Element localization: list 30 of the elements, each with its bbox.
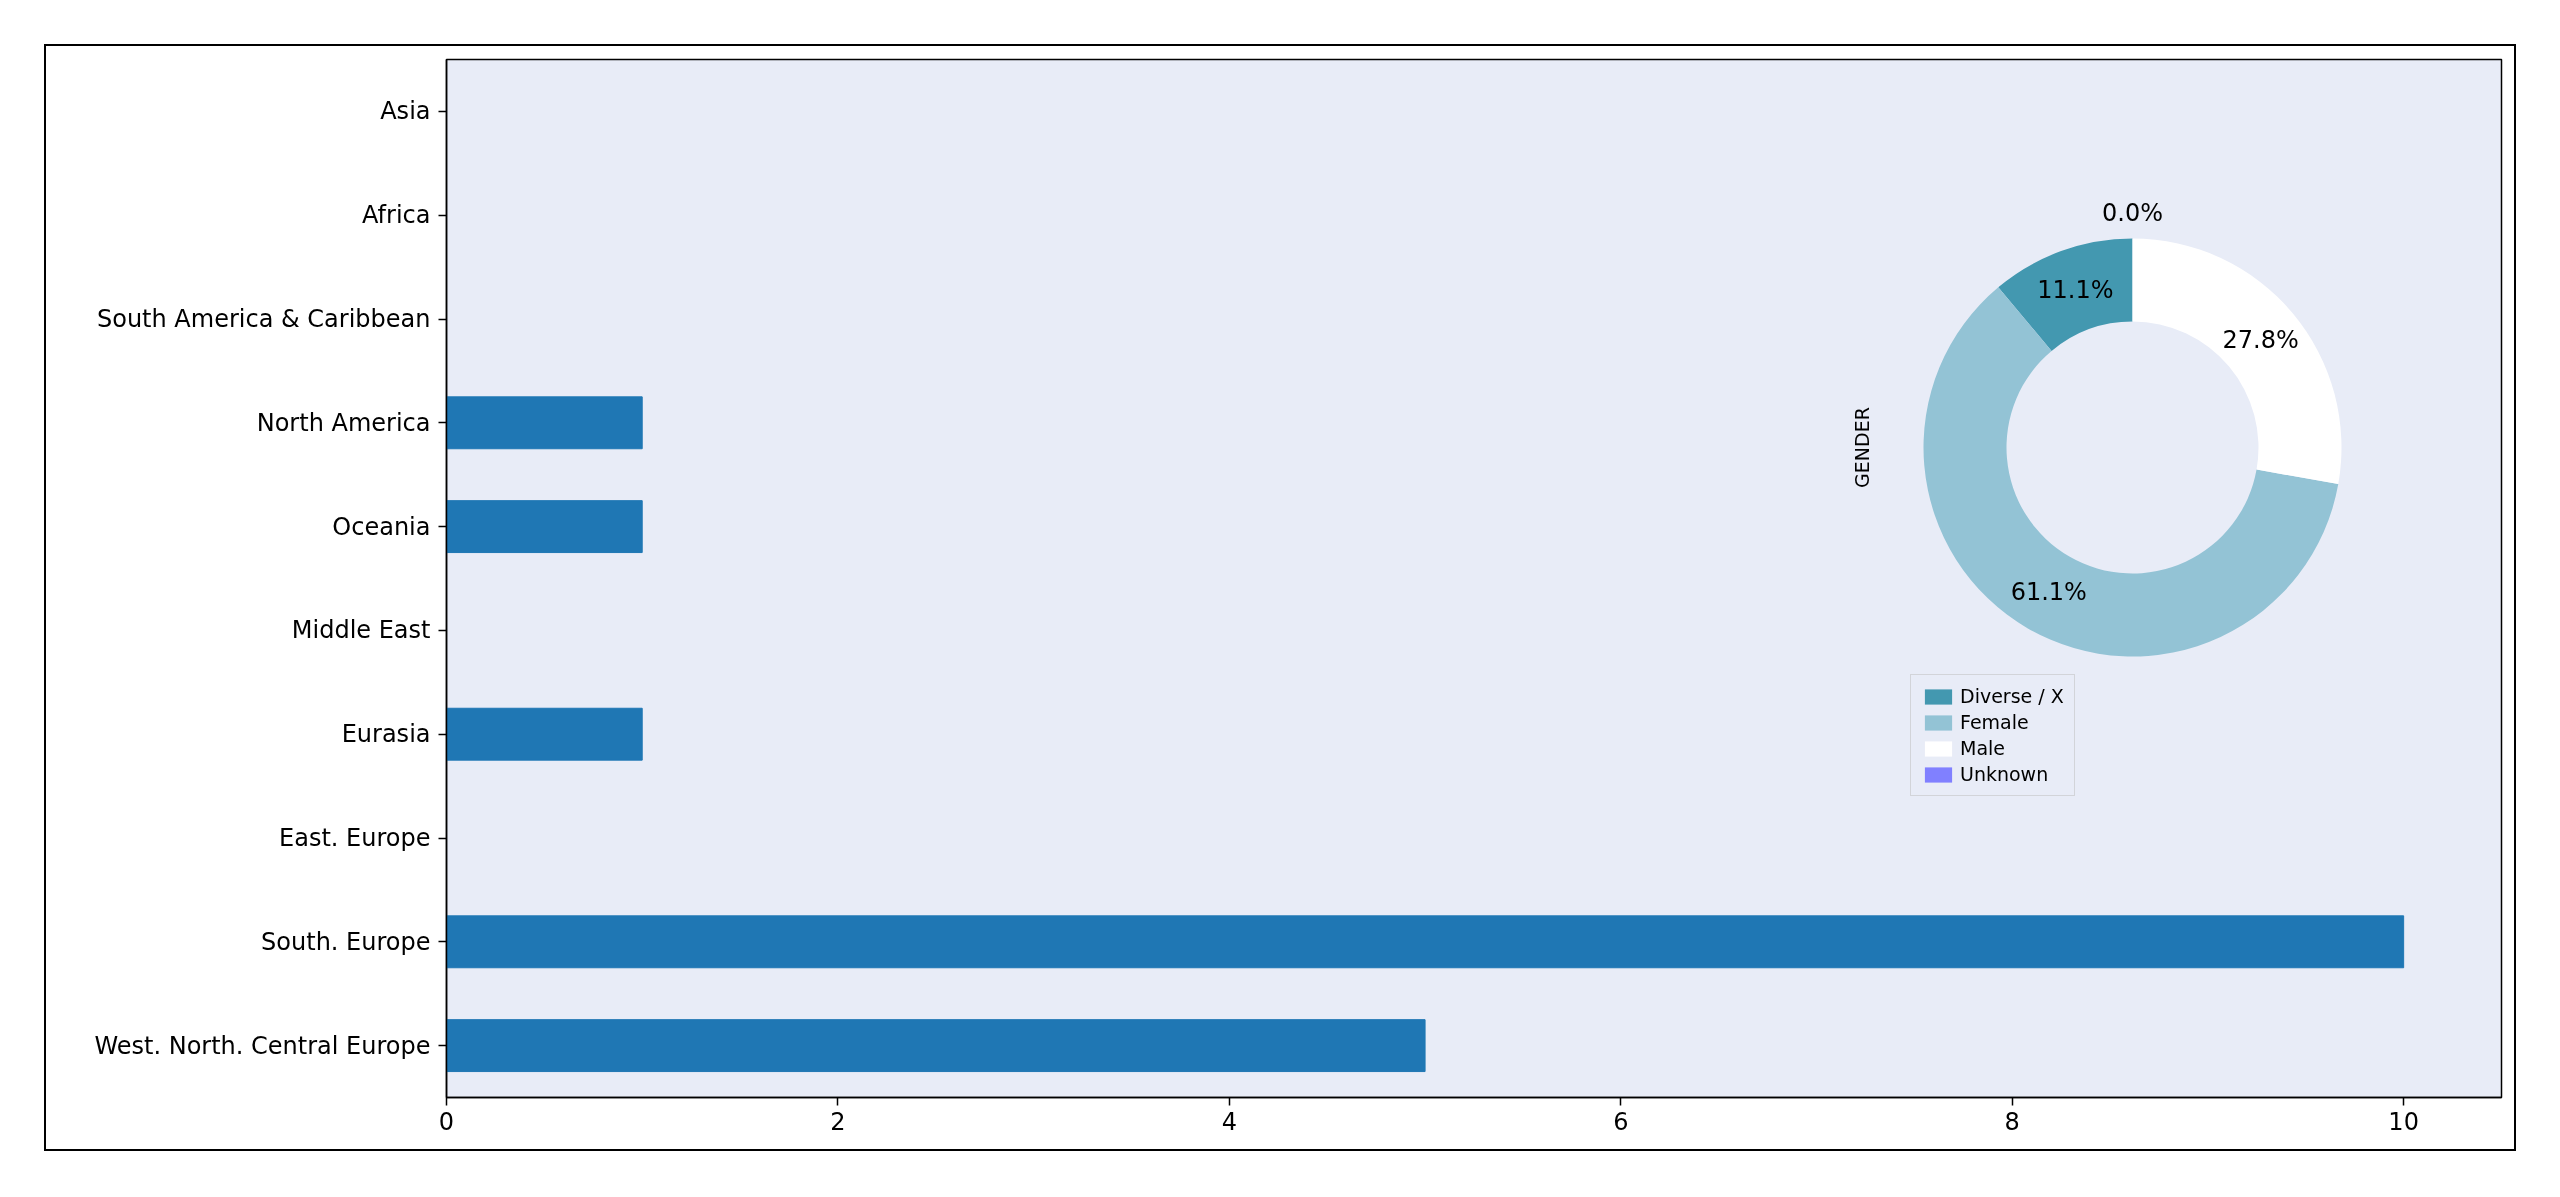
x-tick-label: 2 — [830, 1107, 846, 1136]
legend-label: Diverse / X — [1960, 685, 2064, 707]
bar — [446, 707, 643, 761]
y-tick-label: Oceania — [332, 512, 431, 541]
y-tick-label: South. Europe — [261, 927, 431, 956]
data-label: 61.1% — [2010, 578, 2087, 607]
x-tick-label: 0 — [438, 1107, 455, 1136]
text: 0.0% — [2102, 199, 2163, 228]
legend-label: Female — [1960, 711, 2029, 733]
bar — [446, 396, 643, 450]
bar — [446, 915, 2405, 969]
bar — [446, 1019, 1426, 1073]
legend-label: Unknown — [1960, 763, 2049, 785]
y-tick-label: East. Europe — [279, 824, 431, 852]
text: GENDER — [1850, 407, 1873, 488]
data-label: 11.1% — [2037, 276, 2114, 305]
y-tick-label: Asia — [380, 97, 431, 126]
y-tick-label: North America — [256, 408, 431, 437]
x-tick-label: 10 — [2388, 1107, 2419, 1136]
data-label: 27.8% — [2222, 326, 2299, 355]
x-tick-label: 4 — [1221, 1107, 1237, 1136]
x-tick-label: 8 — [2004, 1107, 2020, 1136]
y-tick-label: Africa — [362, 201, 431, 230]
x-tick-label: 6 — [1613, 1107, 1629, 1136]
bar — [446, 500, 643, 554]
legend-label: Male — [1960, 737, 2006, 759]
y-tick-label: West. North. Central Europe — [94, 1031, 431, 1060]
y-tick-label: Middle East — [291, 616, 431, 645]
y-tick-label: Eurasia — [341, 720, 431, 749]
y-tick-label: South America & Caribbean — [97, 305, 431, 333]
